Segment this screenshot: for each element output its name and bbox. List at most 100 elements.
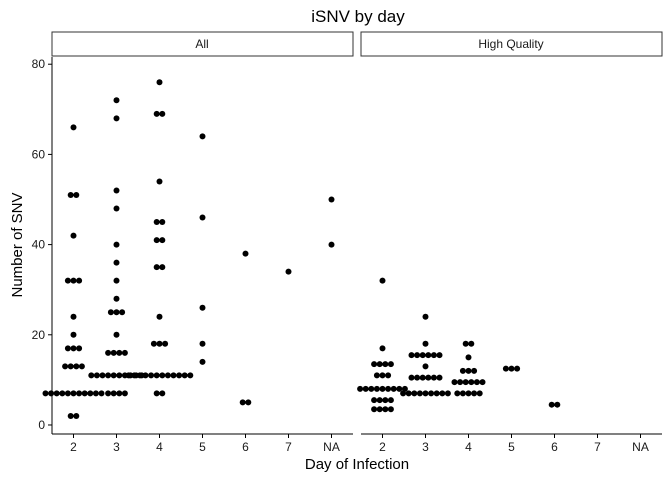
data-point [105, 349, 112, 356]
data-point [433, 390, 440, 397]
data-point [70, 124, 77, 131]
data-point [73, 191, 80, 198]
data-point [357, 385, 364, 392]
data-point [67, 363, 74, 370]
data-point [153, 219, 160, 226]
data-point [92, 390, 99, 397]
data-point [87, 390, 94, 397]
data-point [105, 372, 112, 379]
data-point [159, 372, 166, 379]
data-point [159, 110, 166, 117]
data-point [428, 390, 435, 397]
data-point [444, 390, 451, 397]
data-point [371, 361, 378, 368]
data-point [199, 133, 206, 140]
data-point [387, 361, 394, 368]
data-point [328, 241, 335, 248]
data-point [99, 372, 106, 379]
data-point [107, 309, 114, 316]
data-point [508, 365, 515, 372]
data-point [414, 352, 421, 359]
data-point [153, 264, 160, 271]
data-point [416, 390, 423, 397]
x-tick-label: 6 [242, 440, 249, 454]
data-point [116, 372, 123, 379]
x-tick-label: 6 [551, 440, 558, 454]
data-point [113, 97, 120, 104]
data-point [164, 372, 171, 379]
x-axis-label: Day of Infection [305, 456, 409, 473]
data-point [239, 399, 246, 406]
data-point [502, 365, 509, 372]
x-tick-label: 2 [70, 440, 77, 454]
y-tick-label: 0 [38, 418, 45, 432]
data-point [465, 390, 472, 397]
points-high-quality [357, 277, 561, 413]
facet-label-high-quality: High Quality [478, 37, 543, 51]
data-point [148, 372, 155, 379]
data-point [73, 363, 80, 370]
x-tick-label: 5 [508, 440, 515, 454]
data-point [382, 406, 389, 413]
data-point [159, 390, 166, 397]
x-tick-label: 2 [379, 440, 386, 454]
data-point [76, 390, 83, 397]
data-point [459, 367, 466, 374]
data-point [385, 372, 392, 379]
data-point [113, 115, 120, 122]
data-point [405, 390, 412, 397]
data-point [436, 374, 443, 381]
data-point [153, 237, 160, 244]
data-point [67, 412, 74, 419]
data-point [385, 385, 392, 392]
data-point [468, 379, 475, 386]
data-point [408, 352, 415, 359]
facet-label-all: All [195, 37, 208, 51]
data-point [454, 390, 461, 397]
data-point [76, 277, 83, 284]
data-point [422, 390, 429, 397]
data-point [116, 349, 123, 356]
data-point [142, 372, 149, 379]
data-point [105, 390, 112, 397]
y-tick-label: 60 [32, 147, 46, 161]
data-point [119, 309, 126, 316]
facet-strip-all [51, 31, 354, 57]
data-point [396, 385, 403, 392]
x-tick-label: 5 [199, 440, 206, 454]
data-point [465, 367, 472, 374]
data-point [150, 340, 157, 347]
data-point [81, 390, 88, 397]
data-point [113, 309, 120, 316]
data-point [110, 349, 117, 356]
data-point [64, 277, 71, 284]
data-point [425, 352, 432, 359]
data-point [414, 374, 421, 381]
data-point [439, 390, 446, 397]
data-point [199, 304, 206, 311]
data-point [48, 390, 55, 397]
data-point [70, 232, 77, 239]
data-point [390, 385, 397, 392]
data-point [67, 191, 74, 198]
data-point [70, 277, 77, 284]
data-point [387, 397, 394, 404]
data-point [162, 340, 169, 347]
data-point [59, 390, 66, 397]
data-point [400, 390, 407, 397]
data-point [373, 385, 380, 392]
data-point [376, 397, 383, 404]
data-point [422, 340, 429, 347]
data-point [362, 385, 369, 392]
data-point [64, 390, 71, 397]
chart-title: iSNV by day [311, 7, 405, 26]
data-point [379, 345, 386, 352]
data-point [376, 406, 383, 413]
data-point [156, 79, 163, 86]
data-point [159, 237, 166, 244]
data-point [42, 390, 49, 397]
data-point [465, 354, 472, 361]
data-point [245, 399, 252, 406]
data-point [76, 345, 83, 352]
data-point [187, 372, 194, 379]
